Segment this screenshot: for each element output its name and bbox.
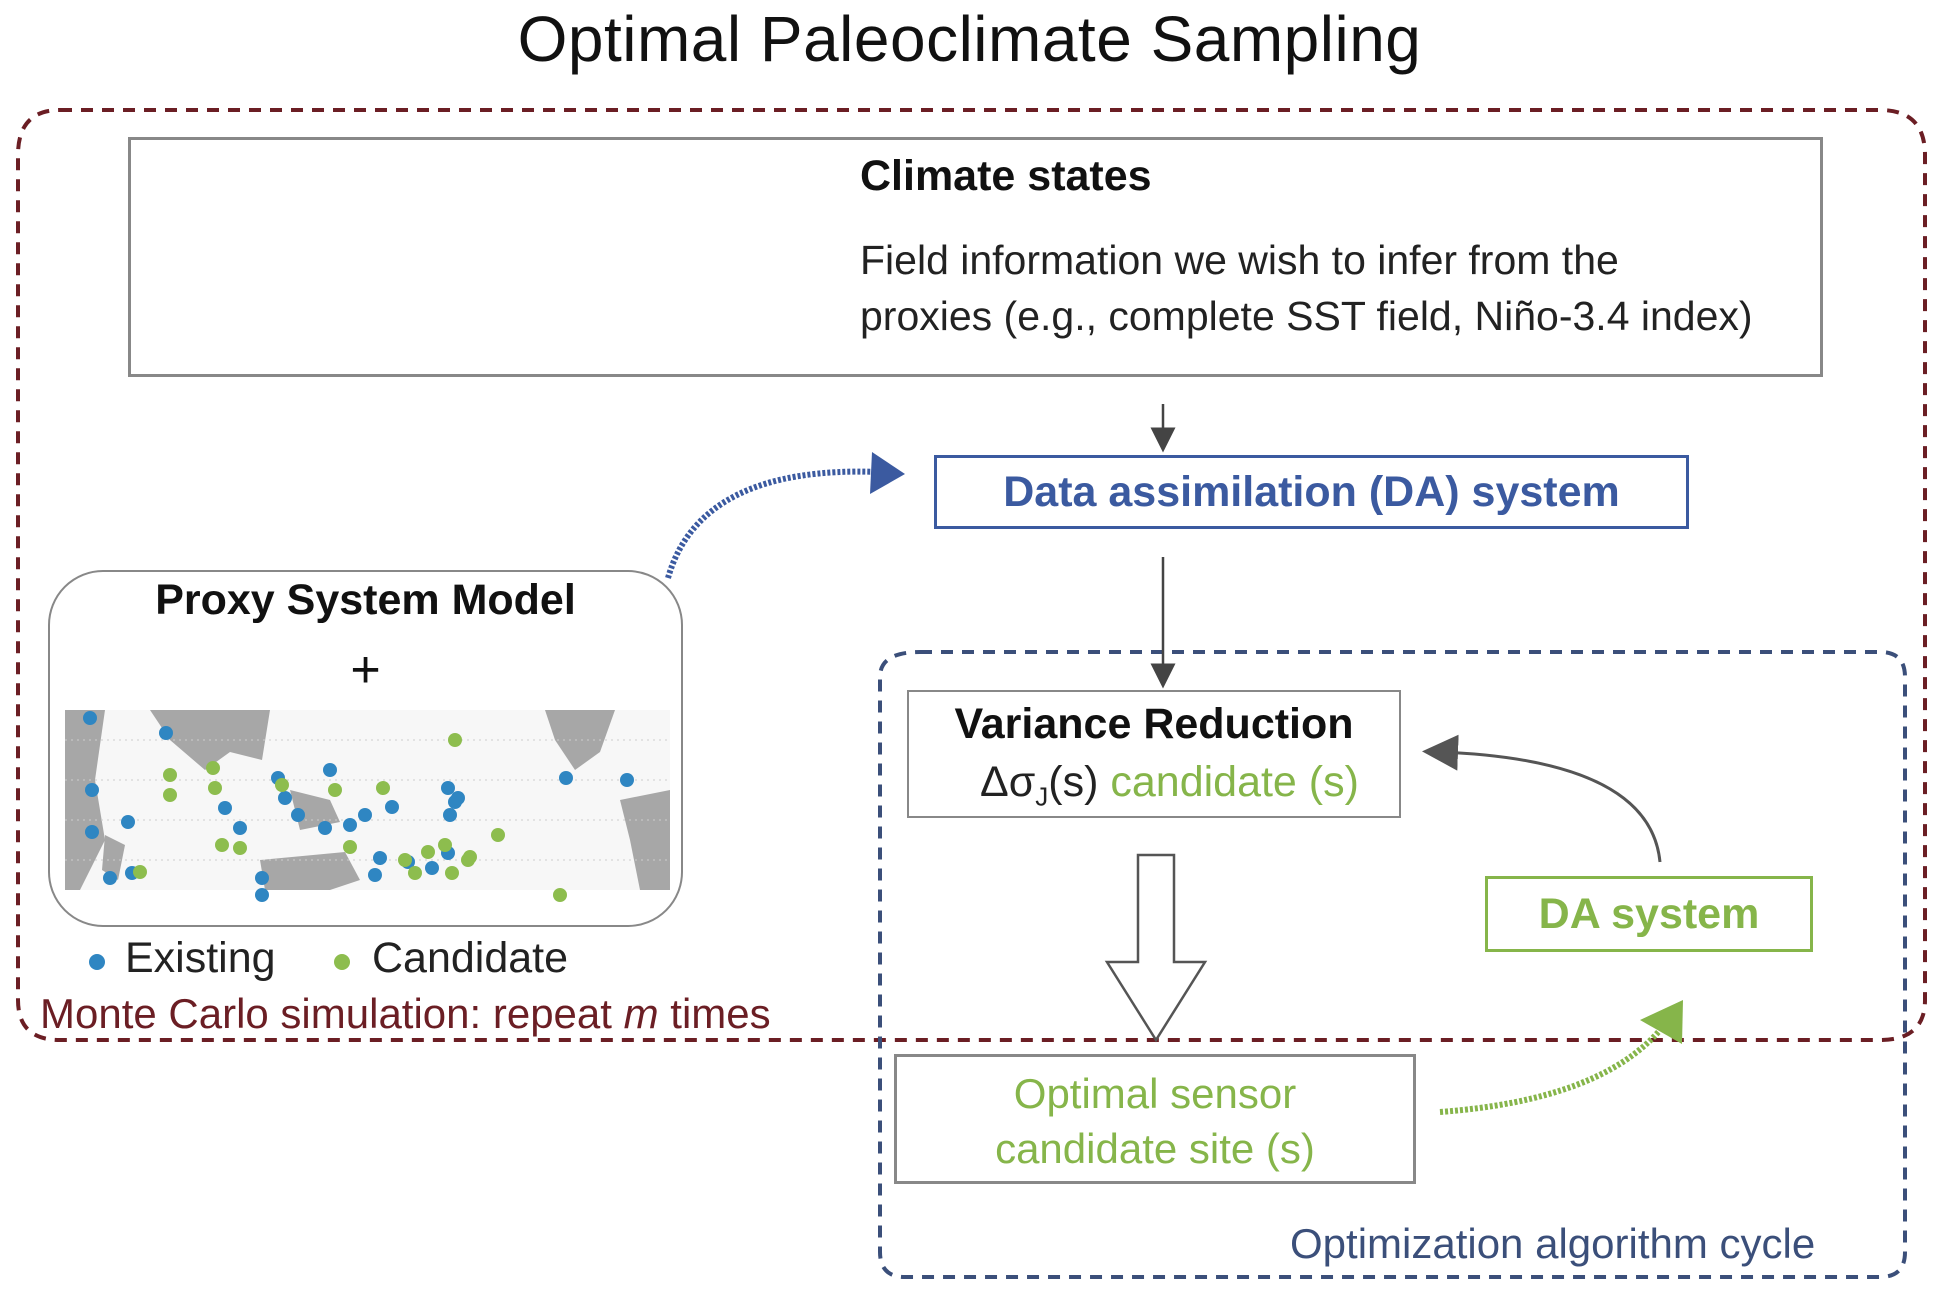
monte-carlo-var: m: [623, 990, 659, 1037]
optimization-cycle-frame: [878, 650, 1907, 1279]
arrow-optimal-to-da-small: [1439, 1028, 1663, 1115]
climate-states-desc-line1: Field information we wish to infer from …: [860, 237, 1619, 283]
optimal-sensor-box: [894, 1054, 1416, 1184]
arrow-da-small-to-variance: [1422, 734, 1662, 863]
optimal-sensor-line2: candidate site (s): [995, 1125, 1315, 1172]
delta-sigma-symbol: Δσ: [980, 758, 1036, 806]
da-system-small-box: [1485, 876, 1813, 952]
monte-carlo-prefix: Monte Carlo simulation: repeat: [40, 990, 624, 1037]
climate-states-title: Climate states: [860, 152, 1152, 200]
arrow-variance-to-optimal: [1104, 853, 1208, 1043]
climate-states-box: [128, 137, 1823, 377]
legend-candidate-label: Candidate: [372, 934, 569, 982]
da-system-box: [934, 455, 1689, 529]
climate-states-desc-line2: proxies (e.g., complete SST field, Niño-…: [860, 293, 1753, 339]
sigma-subscript: J: [1035, 781, 1049, 812]
variance-reduction-expression: ΔσJ(s) candidate (s): [980, 758, 1359, 813]
variance-reduction-title: Variance Reduction: [954, 700, 1354, 748]
optimal-sensor-label: Optimal sensor candidate site (s): [894, 1066, 1416, 1176]
climate-states-description: Field information we wish to infer from …: [860, 232, 1820, 344]
proxy-system-model-box: [48, 570, 683, 927]
variance-reduction-box: [907, 690, 1401, 818]
delta-sigma-suffix: (s): [1048, 758, 1111, 806]
monte-carlo-label: Monte Carlo simulation: repeat m times: [40, 990, 771, 1038]
proxy-site-map: [65, 710, 670, 902]
da-system-label: Data assimilation (DA) system: [1003, 468, 1620, 516]
optimization-cycle-label: Optimization algorithm cycle: [1290, 1220, 1816, 1267]
optimal-sensor-line1: Optimal sensor: [1013, 1070, 1297, 1117]
legend-candidate-dot: [334, 954, 350, 970]
legend-existing-label: Existing: [125, 934, 276, 982]
variance-candidate-label: candidate (s): [1110, 758, 1359, 806]
da-system-small-label: DA system: [1538, 890, 1760, 938]
monte-carlo-frame: [16, 108, 1927, 1042]
monte-carlo-suffix: times: [658, 990, 771, 1037]
page-title: Optimal Paleoclimate Sampling: [517, 3, 1422, 75]
psm-title: Proxy System Model: [155, 576, 576, 624]
arrow-psm-to-da: [665, 468, 881, 579]
legend-existing-dot: [89, 954, 105, 970]
psm-plus: +: [350, 641, 381, 699]
